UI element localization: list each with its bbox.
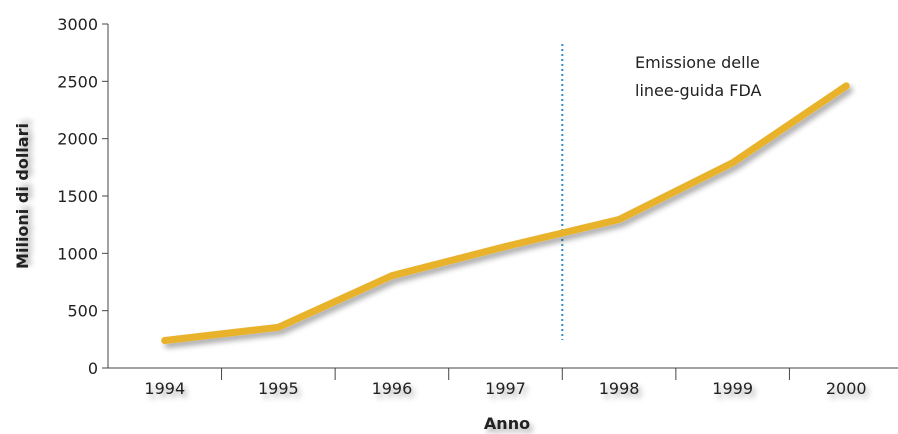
annotation-line-1: Emissione delle xyxy=(635,53,760,72)
series-group xyxy=(161,82,850,344)
y-axis: 0 500 1000 1500 2000 2500 3000 xyxy=(57,15,109,378)
y-tick-label: 0 xyxy=(88,359,98,378)
y-tick-label: 500 xyxy=(67,302,98,321)
x-tick-label: 1996 xyxy=(372,379,413,398)
data-point xyxy=(842,82,850,90)
annotation-line-2: linee-guida FDA xyxy=(635,81,762,100)
data-point xyxy=(615,216,623,224)
data-point xyxy=(161,336,169,344)
x-tick-label: 1997 xyxy=(485,379,526,398)
x-tick-label: 1999 xyxy=(712,379,753,398)
data-point xyxy=(729,159,737,167)
x-axis: 1994 1995 1996 1997 1998 1999 2000 xyxy=(108,367,898,398)
y-axis-title: Milioni di dollari xyxy=(13,123,32,269)
x-axis-title: Anno xyxy=(484,414,530,433)
x-tick-label: 2000 xyxy=(826,379,867,398)
data-point xyxy=(388,272,396,280)
y-tick-label: 2000 xyxy=(57,130,98,149)
series-line xyxy=(161,82,850,344)
y-tick-label: 1000 xyxy=(57,244,98,263)
x-tick-label: 1998 xyxy=(599,379,640,398)
x-tick-label: 1994 xyxy=(144,379,185,398)
y-tick-label: 1500 xyxy=(57,187,98,206)
x-tick-label: 1995 xyxy=(258,379,299,398)
y-tick-label: 3000 xyxy=(57,15,98,34)
data-point xyxy=(502,242,509,250)
y-tick-label: 2500 xyxy=(57,72,98,91)
data-point xyxy=(274,323,282,331)
